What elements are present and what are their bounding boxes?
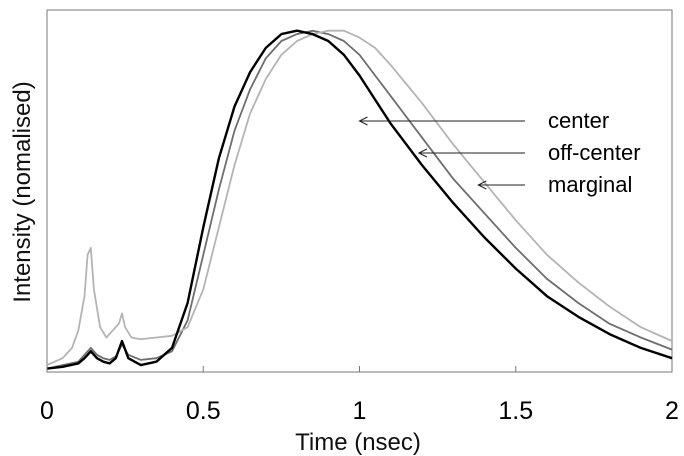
annotation-label-off-center: off-center <box>548 140 641 165</box>
annotation-arrowhead <box>358 116 368 126</box>
x-tick-label: 1 <box>353 397 367 425</box>
series-layer <box>46 29 673 370</box>
x-tick-label: 2 <box>665 397 679 425</box>
series-line-marginal <box>46 29 673 366</box>
annotation-arrowhead <box>417 148 428 158</box>
x-tick-label: 0 <box>40 397 54 425</box>
x-tick-label: 1.5 <box>498 397 533 425</box>
x-axis: 0 0.5 1 1.5 2 <box>40 366 679 425</box>
annotation-arrowhead <box>477 180 487 190</box>
series-line-center <box>46 29 673 370</box>
y-axis-label: Intensity (nomalised) <box>9 81 36 302</box>
annotation-label-marginal: marginal <box>548 172 632 197</box>
x-axis-label: Time (nsec) <box>295 429 421 456</box>
series-line-off-center <box>46 29 673 370</box>
annotation-layer: center off-center marginal <box>358 108 641 197</box>
annotation-label-center: center <box>548 108 609 133</box>
x-tick-label: 0.5 <box>186 397 221 425</box>
